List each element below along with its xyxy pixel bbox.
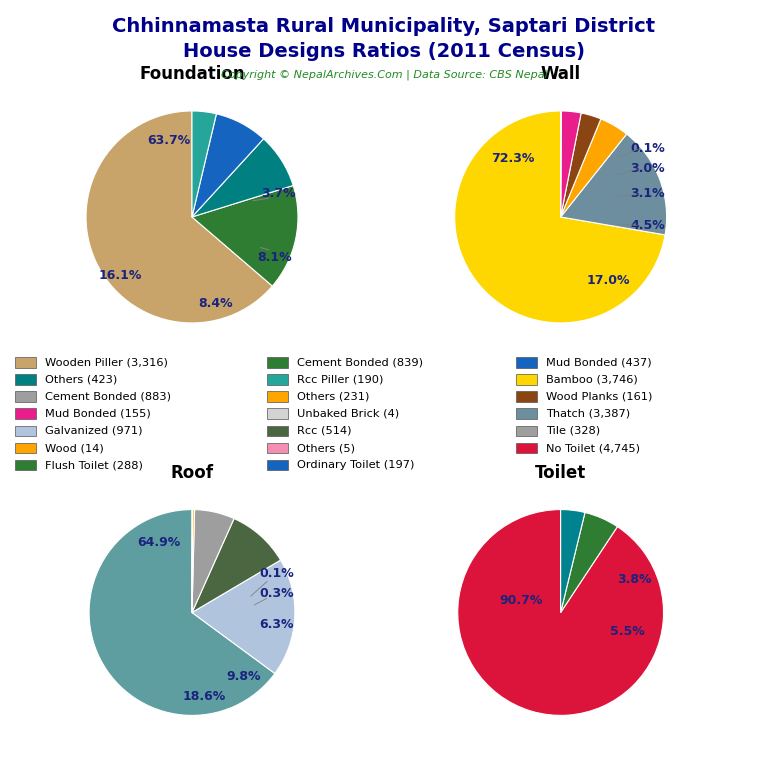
Text: Cement Bonded (883): Cement Bonded (883) xyxy=(45,392,171,402)
Text: 9.8%: 9.8% xyxy=(227,670,260,683)
Wedge shape xyxy=(561,111,581,217)
Text: 0.1%: 0.1% xyxy=(259,567,294,580)
Text: House Designs Ratios (2011 Census): House Designs Ratios (2011 Census) xyxy=(183,42,585,61)
Text: Bamboo (3,746): Bamboo (3,746) xyxy=(546,375,637,385)
Text: 3.7%: 3.7% xyxy=(262,187,296,200)
Text: 0.3%: 0.3% xyxy=(259,588,293,601)
Bar xyxy=(15,442,36,453)
Title: Toilet: Toilet xyxy=(535,465,586,482)
Text: Copyright © NepalArchives.Com | Data Source: CBS Nepal: Copyright © NepalArchives.Com | Data Sou… xyxy=(220,69,548,80)
Wedge shape xyxy=(561,512,617,613)
Bar xyxy=(267,442,289,453)
Text: 90.7%: 90.7% xyxy=(500,594,543,607)
Wedge shape xyxy=(192,111,217,217)
Text: 8.1%: 8.1% xyxy=(257,250,292,263)
Wedge shape xyxy=(458,510,664,715)
Wedge shape xyxy=(192,560,295,674)
Text: 3.1%: 3.1% xyxy=(631,187,665,200)
Text: Mud Bonded (437): Mud Bonded (437) xyxy=(546,357,651,367)
Text: Others (423): Others (423) xyxy=(45,375,118,385)
Wedge shape xyxy=(561,119,627,217)
Text: Galvanized (971): Galvanized (971) xyxy=(45,426,143,436)
Wedge shape xyxy=(89,510,275,715)
Text: 3.0%: 3.0% xyxy=(631,162,665,174)
Bar xyxy=(15,374,36,385)
Bar xyxy=(267,425,289,436)
Text: Wood Planks (161): Wood Planks (161) xyxy=(546,392,652,402)
Text: 6.3%: 6.3% xyxy=(259,618,293,631)
Text: 72.3%: 72.3% xyxy=(492,152,535,165)
Bar xyxy=(15,357,36,368)
Bar xyxy=(516,391,537,402)
Text: Unbaked Brick (4): Unbaked Brick (4) xyxy=(297,409,399,419)
Bar xyxy=(267,391,289,402)
Text: Wood (14): Wood (14) xyxy=(45,443,104,453)
Text: Tile (328): Tile (328) xyxy=(546,426,600,436)
Text: Thatch (3,387): Thatch (3,387) xyxy=(546,409,630,419)
Bar xyxy=(516,409,537,419)
Bar xyxy=(267,357,289,368)
Text: 63.7%: 63.7% xyxy=(147,134,190,147)
Text: 8.4%: 8.4% xyxy=(198,297,233,310)
Wedge shape xyxy=(455,111,665,323)
Text: 4.5%: 4.5% xyxy=(631,219,665,232)
Title: Foundation: Foundation xyxy=(139,65,245,83)
Text: Rcc (514): Rcc (514) xyxy=(297,426,352,436)
Text: 5.5%: 5.5% xyxy=(610,624,645,637)
Wedge shape xyxy=(561,113,601,217)
Text: 18.6%: 18.6% xyxy=(183,690,226,703)
Text: Ordinary Toilet (197): Ordinary Toilet (197) xyxy=(297,460,415,470)
Wedge shape xyxy=(86,111,273,323)
Wedge shape xyxy=(192,510,234,613)
Bar xyxy=(267,409,289,419)
Wedge shape xyxy=(192,114,263,217)
Wedge shape xyxy=(561,510,585,613)
Text: Flush Toilet (288): Flush Toilet (288) xyxy=(45,460,143,470)
Text: 17.0%: 17.0% xyxy=(587,274,630,287)
Wedge shape xyxy=(192,518,280,613)
Text: Others (5): Others (5) xyxy=(297,443,356,453)
Wedge shape xyxy=(561,134,667,235)
Bar xyxy=(516,357,537,368)
Text: 16.1%: 16.1% xyxy=(98,269,141,282)
Bar xyxy=(15,391,36,402)
Title: Wall: Wall xyxy=(541,65,581,83)
Text: Mud Bonded (155): Mud Bonded (155) xyxy=(45,409,151,419)
Bar xyxy=(516,374,537,385)
Text: 3.8%: 3.8% xyxy=(617,573,652,586)
Wedge shape xyxy=(192,186,298,286)
Text: Cement Bonded (839): Cement Bonded (839) xyxy=(297,357,423,367)
Bar xyxy=(15,460,36,471)
Text: Rcc Piller (190): Rcc Piller (190) xyxy=(297,375,384,385)
Text: 0.1%: 0.1% xyxy=(631,141,665,154)
Wedge shape xyxy=(192,139,293,217)
Title: Roof: Roof xyxy=(170,465,214,482)
Bar xyxy=(267,460,289,471)
Text: 64.9%: 64.9% xyxy=(137,536,180,549)
Bar xyxy=(15,425,36,436)
Text: No Toilet (4,745): No Toilet (4,745) xyxy=(546,443,640,453)
Text: Wooden Piller (3,316): Wooden Piller (3,316) xyxy=(45,357,168,367)
Text: Others (231): Others (231) xyxy=(297,392,370,402)
Bar xyxy=(516,442,537,453)
Bar xyxy=(516,425,537,436)
Text: Chhinnamasta Rural Municipality, Saptari District: Chhinnamasta Rural Municipality, Saptari… xyxy=(112,17,656,36)
Wedge shape xyxy=(192,510,194,613)
Bar xyxy=(15,409,36,419)
Bar xyxy=(267,374,289,385)
